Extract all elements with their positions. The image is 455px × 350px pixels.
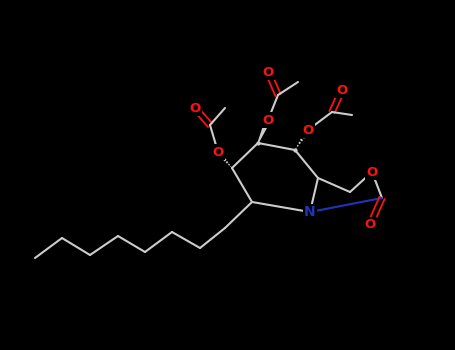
Text: O: O xyxy=(303,124,313,136)
Text: O: O xyxy=(189,102,201,114)
Text: O: O xyxy=(336,84,348,97)
Text: O: O xyxy=(364,218,376,231)
Polygon shape xyxy=(258,119,270,143)
Text: N: N xyxy=(304,205,316,219)
Text: O: O xyxy=(212,146,223,159)
Text: O: O xyxy=(263,113,273,126)
Text: O: O xyxy=(366,166,378,178)
Text: O: O xyxy=(263,65,273,78)
